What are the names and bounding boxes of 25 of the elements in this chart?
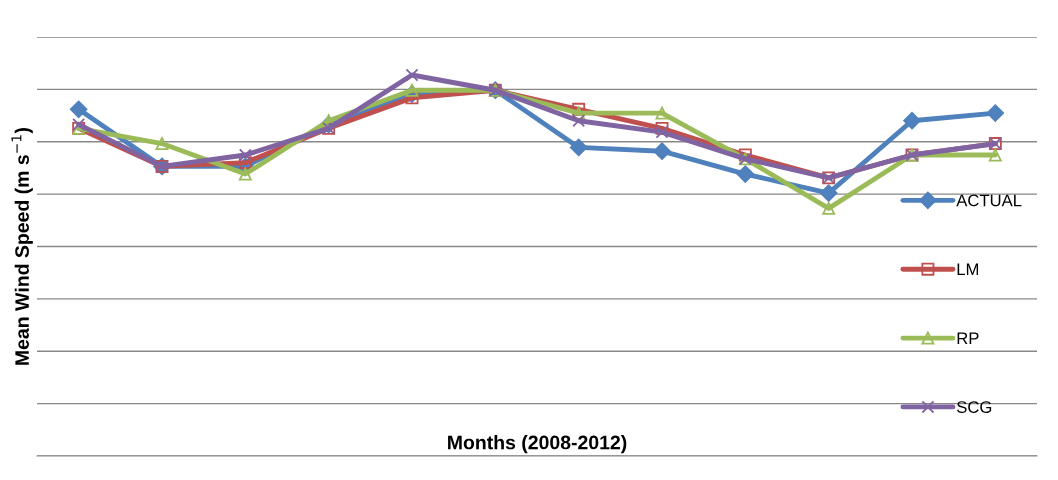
point	[655, 106, 669, 120]
point	[72, 118, 86, 131]
point	[986, 104, 1005, 122]
point	[988, 148, 1002, 162]
point	[822, 201, 836, 215]
x-axis-title: Months (2008-2012)	[448, 435, 627, 454]
point	[819, 184, 838, 202]
point	[69, 100, 88, 119]
point	[736, 165, 755, 183]
point	[238, 167, 252, 181]
point	[155, 137, 169, 151]
point	[238, 156, 252, 170]
legend-label: RP	[957, 332, 979, 344]
point	[405, 83, 419, 97]
legend-label: LM	[957, 263, 979, 276]
point	[655, 125, 669, 139]
legend-label: ACTUAL	[956, 194, 1022, 207]
point	[238, 148, 252, 162]
legend-label: SCG	[957, 401, 992, 413]
point	[903, 111, 921, 130]
point	[405, 68, 419, 82]
y-axis-title: Mean Wind Speed (m s$^{−1}$)	[11, 128, 33, 365]
point	[653, 142, 671, 160]
point	[569, 138, 588, 157]
point	[572, 114, 586, 128]
